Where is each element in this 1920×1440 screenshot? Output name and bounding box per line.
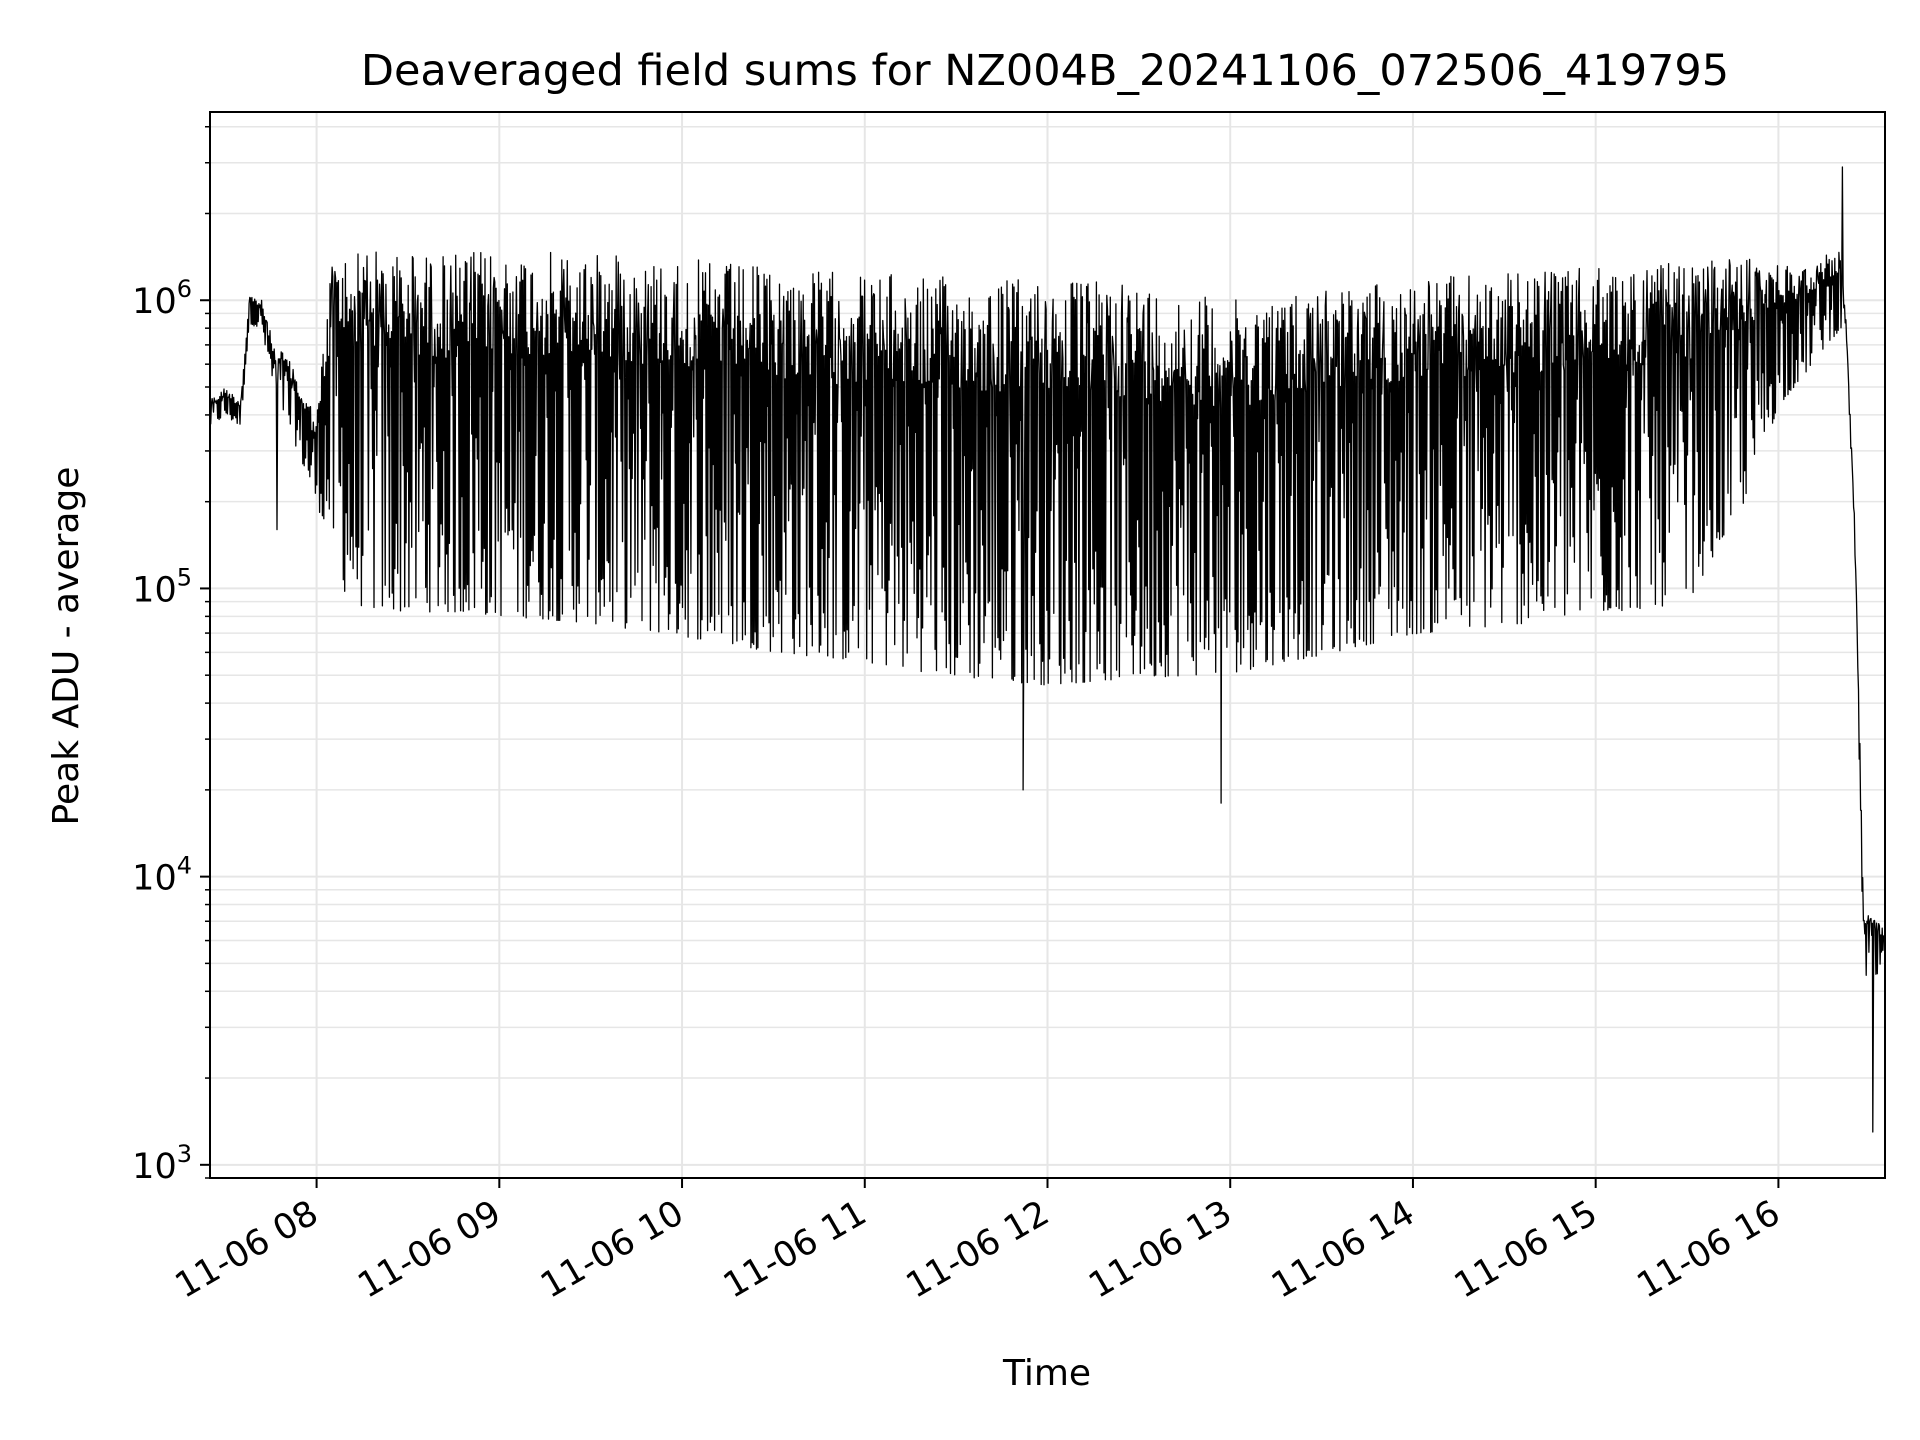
y-tick-label: 104 xyxy=(132,852,192,899)
series-line xyxy=(209,166,1886,1133)
x-axis-label: Time xyxy=(1002,1353,1091,1394)
y-axis: 103 104 105 106 xyxy=(132,125,210,1187)
y-tick-label: 106 xyxy=(132,275,192,322)
y-axis-label: Peak ADU - average xyxy=(46,467,87,826)
y-tick-label: 103 xyxy=(132,1140,192,1187)
chart-title: Deaveraged field sums for NZ004B_2024110… xyxy=(361,46,1729,96)
y-tick-label: 105 xyxy=(132,563,192,610)
data-series xyxy=(209,166,1886,1133)
